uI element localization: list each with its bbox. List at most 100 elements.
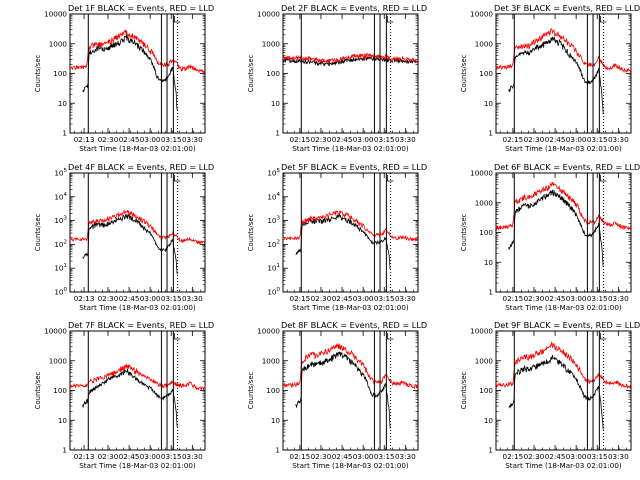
y-tick-label: 1000 — [475, 39, 494, 48]
y-tick-label: 1 — [488, 446, 493, 455]
x-tick-label: 03:30 — [395, 294, 416, 303]
x-tick-label: 03:00 — [353, 294, 374, 303]
y-tick-label: 102 — [54, 239, 67, 249]
y-tick-label: 100 — [267, 287, 280, 297]
x-tick-label: 02:45 — [332, 135, 353, 144]
y-axis-label: Counts/sec — [34, 55, 42, 93]
lld-series-line — [70, 29, 205, 75]
x-tick-label: 02:15 — [290, 294, 311, 303]
x-tick-label: 03:00 — [566, 294, 587, 303]
y-tick-label: 10000 — [470, 10, 493, 19]
x-tick-label: 02:30 — [98, 452, 119, 461]
x-tick-label: 02:45 — [332, 294, 353, 303]
x-tick-label: 02:30 — [98, 294, 119, 303]
plot-frame — [69, 13, 206, 134]
marker-hook — [599, 175, 607, 182]
x-tick-label: 02:13 — [74, 294, 95, 303]
plot-frame — [282, 330, 419, 451]
x-tick-label: 02:30 — [311, 135, 332, 144]
x-axis-label: Start Time (18-Mar-03 02:01:00) — [292, 461, 409, 470]
y-axis-label: Counts/sec — [460, 372, 468, 410]
panel-title: Det 7F BLACK = Events, RED = LLD — [68, 320, 214, 330]
x-tick-label: 03:15 — [161, 452, 182, 461]
x-axis-label: Start Time (18-Mar-03 02:01:00) — [292, 144, 409, 153]
x-tick-label: 03:30 — [182, 294, 203, 303]
x-tick-label: 02:30 — [524, 294, 545, 303]
x-tick-label: 03:15 — [587, 135, 608, 144]
y-tick-label: 10000 — [470, 169, 493, 178]
x-tick-label: 03:15 — [374, 135, 395, 144]
plot-frame — [282, 13, 419, 134]
x-tick-label: 02:45 — [545, 452, 566, 461]
x-tick-label: 03:30 — [608, 294, 629, 303]
y-tick-label: 100 — [479, 228, 493, 237]
y-tick-label: 100 — [479, 386, 493, 395]
x-tick-label: 03:30 — [182, 452, 203, 461]
y-tick-label: 103 — [267, 216, 280, 226]
y-tick-label: 1000 — [475, 198, 494, 207]
y-axis-label: Counts/sec — [460, 55, 468, 93]
y-tick-label: 1 — [275, 129, 280, 138]
y-tick-label: 10000 — [257, 10, 280, 19]
x-axis-label: Start Time (18-Mar-03 02:01:00) — [505, 461, 622, 470]
x-tick-label: 02:45 — [332, 452, 353, 461]
y-axis-label: Counts/sec — [460, 214, 468, 252]
events-series-line — [82, 213, 178, 275]
marker-hook — [599, 16, 607, 23]
lld-series-line — [496, 28, 631, 74]
y-axis-label: Counts/sec — [247, 214, 255, 252]
x-tick-label: 03:30 — [608, 452, 629, 461]
panel-title: Det 5F BLACK = Events, RED = LLD — [281, 162, 427, 172]
y-tick-label: 100 — [54, 287, 67, 297]
marker-hook — [386, 333, 394, 340]
x-axis-label: Start Time (18-Mar-03 02:01:00) — [79, 461, 196, 470]
y-tick-label: 10 — [484, 416, 494, 425]
y-tick-label: 1 — [488, 288, 493, 297]
plot-frame — [495, 13, 632, 134]
y-tick-label: 10 — [484, 99, 494, 108]
lld-series-line — [283, 210, 418, 242]
x-tick-label: 02:13 — [74, 452, 95, 461]
panel-title: Det 3F BLACK = Events, RED = LLD — [494, 3, 640, 13]
x-tick-label: 02:45 — [119, 294, 140, 303]
y-tick-label: 1 — [488, 129, 493, 138]
y-tick-label: 1 — [275, 446, 280, 455]
events-series-line — [508, 189, 604, 268]
lld-series-line — [496, 341, 631, 389]
y-tick-label: 1000 — [49, 356, 68, 365]
y-tick-label: 103 — [54, 216, 67, 226]
panel-title: Det 9F BLACK = Events, RED = LLD — [494, 320, 640, 330]
x-tick-label: 02:45 — [545, 135, 566, 144]
y-tick-label: 104 — [267, 192, 280, 202]
x-tick-label: 03:00 — [566, 135, 587, 144]
x-tick-label: 03:30 — [608, 135, 629, 144]
x-tick-label: 03:30 — [395, 452, 416, 461]
x-tick-label: 03:15 — [161, 294, 182, 303]
events-series-line — [508, 354, 604, 430]
detector-panel: Det 3F BLACK = Events, RED = LLD 1 10 100 10… — [460, 3, 640, 153]
y-tick-label: 10000 — [44, 10, 67, 19]
x-tick-label: 03:00 — [566, 452, 587, 461]
y-tick-label: 105 — [54, 168, 67, 178]
panel-title: Det 2F BLACK = Events, RED = LLD — [281, 3, 427, 13]
x-tick-label: 03:00 — [353, 135, 374, 144]
y-tick-label: 10 — [484, 258, 494, 267]
x-tick-label: 02:30 — [98, 135, 119, 144]
x-tick-label: 02:15 — [290, 135, 311, 144]
detector-panel: Det 8F BLACK = Events, RED = LLD 1 10 100 10… — [247, 320, 427, 470]
events-series-line — [295, 351, 391, 429]
x-tick-label: 03:00 — [140, 135, 161, 144]
y-tick-label: 10 — [58, 416, 68, 425]
y-tick-label: 100 — [53, 386, 67, 395]
x-tick-label: 02:30 — [524, 135, 545, 144]
lld-series-line — [496, 181, 631, 231]
x-tick-label: 03:15 — [161, 135, 182, 144]
x-tick-label: 02:45 — [545, 294, 566, 303]
detector-panel: Det 1F BLACK = Events, RED = LLD 1 10 100 10… — [34, 3, 214, 153]
lld-series-line — [70, 364, 205, 392]
y-tick-label: 102 — [267, 239, 280, 249]
detector-panel: Det 2F BLACK = Events, RED = LLD 1 10 100 10… — [247, 3, 427, 153]
x-tick-label: 02:30 — [311, 294, 332, 303]
detector-panel: Det 4F BLACK = Events, RED = LLD 100 101 10… — [34, 162, 214, 312]
